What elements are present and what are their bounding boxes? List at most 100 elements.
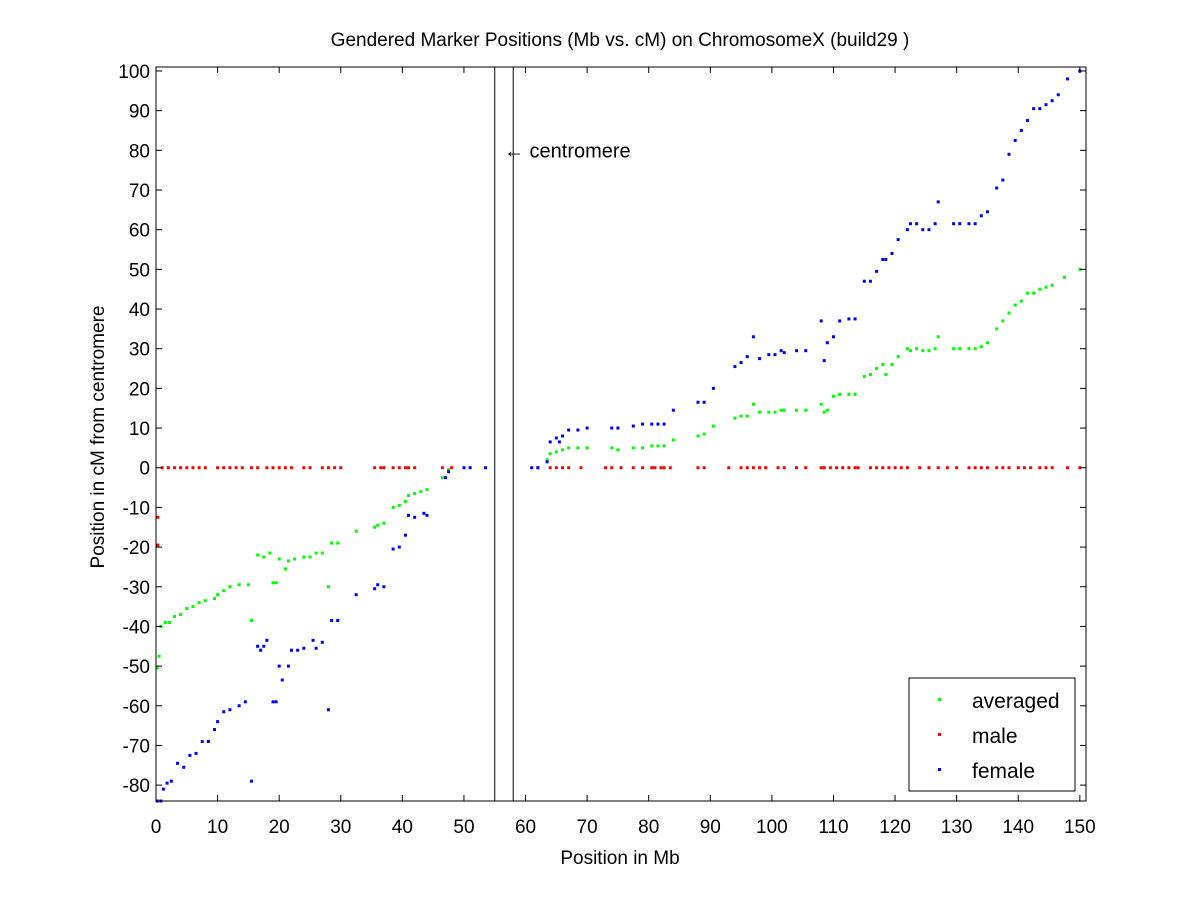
x-tick-label: 80 [638,817,659,838]
averaged-point [795,408,799,412]
male-point [881,466,885,470]
male-point [382,466,386,470]
female-point [616,426,620,430]
averaged-point [403,499,407,503]
averaged-point [862,374,866,378]
y-tick-label: 60 [129,221,150,242]
averaged-point [256,553,260,557]
averaged-point [1050,283,1054,287]
averaged-point [1078,267,1082,271]
averaged-point [804,408,808,412]
male-point [945,466,949,470]
female-point [265,638,269,642]
averaged-point [179,613,183,617]
female-point [554,436,558,440]
male-point [604,466,608,470]
averaged-point [915,347,919,351]
x-tick-label: 140 [1002,817,1034,838]
averaged-point [825,408,829,412]
legend-label-averaged: averaged [972,690,1060,713]
male-point [440,466,444,470]
male-point [450,466,454,470]
averaged-point [585,446,589,450]
male-point [302,466,306,470]
averaged-point [641,446,645,450]
male-point [659,466,663,470]
female-point [825,341,829,345]
averaged-point [246,583,250,587]
male-point [905,466,909,470]
averaged-point [168,620,172,624]
female-point [161,787,165,791]
female-point [905,228,909,232]
female-point [320,640,324,644]
series-averaged [155,267,1082,670]
male-point [407,466,411,470]
averaged-point [767,410,771,414]
averaged-point [952,347,956,351]
averaged-point [308,555,312,559]
averaged-point [1019,299,1023,303]
averaged-point [376,523,380,527]
male-point [560,466,564,470]
female-point [567,428,571,432]
averaged-point [293,557,297,561]
averaged-point [191,605,195,609]
female-point [838,319,842,323]
averaged-point [283,567,287,571]
y-tick-label: 70 [129,181,150,202]
averaged-point [1025,291,1029,295]
male-point [853,466,857,470]
x-tick-label: 90 [700,817,721,838]
female-point [560,434,564,438]
female-point [745,355,749,359]
averaged-point [382,521,386,525]
averaged-point [958,347,962,351]
averaged-point [936,335,940,339]
x-tick-label: 70 [577,817,598,838]
male-point [413,466,417,470]
averaged-point [237,583,241,587]
x-tick-label: 110 [818,817,848,838]
male-point [995,466,999,470]
female-point [262,644,266,648]
female-point [733,365,737,369]
averaged-point [739,414,743,418]
female-point [979,214,983,218]
y-tick-label: 10 [129,419,150,440]
male-point [828,466,832,470]
averaged-point [203,599,207,603]
averaged-point [1038,287,1042,291]
averaged-point [967,347,971,351]
averaged-point [711,424,715,428]
female-point [256,644,260,648]
averaged-point [576,446,580,450]
averaged-point [927,349,931,353]
x-tick-label: 100 [756,817,788,838]
x-tick-label: 120 [879,817,911,838]
male-point [1078,466,1082,470]
averaged-point [782,408,786,412]
legend: averaged male female [908,677,1076,792]
female-point [169,779,173,783]
female-point [773,353,777,357]
male-point [835,466,839,470]
female-point [271,700,275,704]
female-point [548,440,552,444]
averaged-point [822,410,826,414]
averaged-point [847,392,851,396]
averaged-point [1001,319,1005,323]
averaged-point [330,541,334,545]
female-point [296,648,300,652]
female-point [1050,99,1054,103]
averaged-point [831,394,835,398]
female-point [280,678,284,682]
x-tick-label: 40 [392,817,413,838]
male-point [1022,466,1026,470]
x-tick-label: 150 [1064,817,1096,838]
female-point [890,251,894,255]
female-point [782,351,786,355]
female-point [847,317,851,321]
male-point [893,466,897,470]
